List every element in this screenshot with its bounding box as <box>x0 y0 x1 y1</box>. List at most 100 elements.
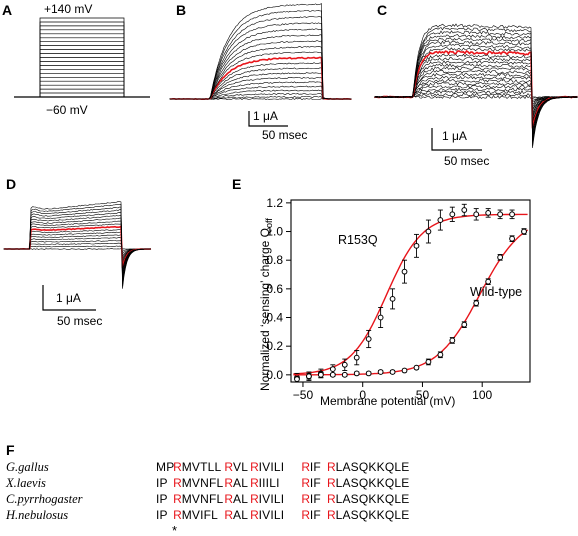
species-name: G.gallus <box>6 460 49 474</box>
current-trace <box>169 3 352 100</box>
conserved-residue: R <box>173 460 182 474</box>
sequence-segment: VL <box>233 460 248 474</box>
current-trace <box>374 60 578 123</box>
y-tick-label: 0.8 <box>266 253 283 267</box>
sequence-segment: IP <box>156 508 168 522</box>
data-point <box>329 371 336 378</box>
current-trace <box>3 229 152 266</box>
sequence-segment: AL <box>233 508 248 522</box>
conserved-residue: R <box>327 460 336 474</box>
data-point <box>377 314 384 321</box>
data-point <box>485 278 492 285</box>
current-traces-c <box>374 23 578 149</box>
current-traces-d <box>3 201 152 289</box>
data-point <box>365 370 372 377</box>
conserved-residue: R <box>301 476 310 490</box>
conserved-residue: R <box>173 508 182 522</box>
data-point <box>317 371 324 378</box>
conserved-residue: R <box>327 492 336 506</box>
series-label: R153Q <box>338 233 378 247</box>
voltage-step <box>39 29 125 97</box>
panel-a-top-label: +140 mV <box>44 2 92 16</box>
voltage-step <box>39 53 125 97</box>
data-point <box>306 373 312 380</box>
conserved-residue: R <box>173 476 182 490</box>
conserved-residue: R <box>224 460 233 474</box>
data-point <box>413 364 420 371</box>
data-point <box>413 242 420 249</box>
data-point <box>509 235 515 242</box>
data-point <box>389 295 396 302</box>
panel-c-letter: C <box>377 2 387 18</box>
y-tick-label: 0.6 <box>266 282 283 296</box>
plot-frame <box>290 199 531 383</box>
data-point <box>461 321 468 328</box>
sequence-alignment: G.gallus MPR MVTLL R VL R IVILI R IF R LASQKKQLEX.… <box>5 460 410 536</box>
sequence-segment: LASQKKQLE <box>336 476 410 490</box>
data-point <box>449 211 456 218</box>
panel-a-letter: A <box>2 2 12 18</box>
current-trace <box>169 22 352 100</box>
current-trace <box>169 9 352 100</box>
conserved-residue: R <box>250 460 259 474</box>
scale-bar-d <box>42 285 96 311</box>
data-point <box>485 209 492 216</box>
data-point <box>509 211 515 218</box>
current-trace <box>169 77 352 100</box>
data-point <box>401 268 408 275</box>
highlighted-current-trace <box>3 225 152 268</box>
sequence-segment: MP <box>156 460 174 474</box>
y-tick-label: 0.0 <box>266 368 283 382</box>
x-axis-label: Membrane potential (mV) <box>320 394 455 408</box>
sequence-segment: MVNFL <box>182 476 224 490</box>
data-point <box>425 228 432 235</box>
data-point <box>521 228 527 235</box>
sequence-segment: IF <box>310 508 321 522</box>
y-axis-label-text: Normalized ‘sensing’ charge <box>258 237 272 391</box>
species-name: C.pyrrhogaster <box>6 492 83 506</box>
scale-c-current: 1 μA <box>442 129 467 143</box>
data-point <box>353 354 360 361</box>
sequence-segment: AL <box>233 476 248 490</box>
scale-bar-b <box>248 111 288 127</box>
y-tick-label: 0.4 <box>266 311 283 325</box>
scale-b-current: 1 μA <box>253 109 278 123</box>
data-point <box>365 336 372 342</box>
current-trace <box>3 223 152 270</box>
y-axis-label-sub: off <box>264 218 274 228</box>
x-tick-label: 50 <box>416 388 430 402</box>
panel-b-letter: B <box>176 2 186 18</box>
current-trace <box>374 69 578 116</box>
conserved-residue: R <box>327 476 336 490</box>
x-tick-label: 100 <box>472 388 492 402</box>
sequence-segment: AL <box>233 492 248 506</box>
conserved-residue: R <box>250 492 259 506</box>
sequence-segment: IVILI <box>259 508 285 522</box>
panel-f: F G.gallus MPR MVTLL R VL R IVILI R IF R LASQKKQLE… <box>5 442 410 536</box>
current-trace <box>374 30 578 143</box>
highlighted-current-trace <box>170 56 352 101</box>
y-tick-label: 1.2 <box>266 196 283 210</box>
current-trace <box>169 72 352 100</box>
y-tick-label: 0.2 <box>266 339 283 353</box>
conserved-residue: R <box>224 492 233 506</box>
data-point <box>497 211 504 218</box>
panel-d-letter: D <box>6 176 16 192</box>
voltage-step <box>39 37 125 97</box>
data-point <box>461 207 468 213</box>
scale-c-time: 50 msec <box>444 154 489 168</box>
panel-a-bottom-label: −60 mV <box>46 103 88 117</box>
current-trace <box>4 203 152 287</box>
data-point <box>401 367 408 374</box>
conserved-residue: R <box>301 508 310 522</box>
scale-d-time: 50 msec <box>57 314 102 328</box>
x-tick-label: −50 <box>293 388 314 402</box>
current-trace <box>3 201 152 289</box>
data-point <box>329 366 336 373</box>
panel-f-letter: F <box>6 442 15 458</box>
sequence-segment: IF <box>310 460 321 474</box>
species-name: X.laevis <box>5 476 46 490</box>
conserved-residue: R <box>224 508 233 522</box>
conserved-residue: R <box>173 492 182 506</box>
